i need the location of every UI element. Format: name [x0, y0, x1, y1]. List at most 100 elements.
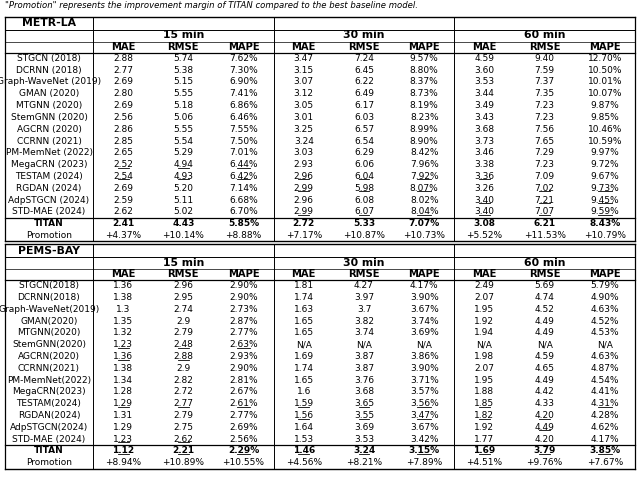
- Text: 6.49: 6.49: [354, 89, 374, 98]
- Text: 2.82: 2.82: [173, 375, 193, 385]
- Text: 6.08: 6.08: [354, 196, 374, 204]
- Text: MegaCRN(2023): MegaCRN(2023): [12, 388, 86, 396]
- Text: N/A: N/A: [597, 340, 613, 349]
- Text: 5.15: 5.15: [173, 78, 193, 86]
- Text: 1.53: 1.53: [294, 435, 314, 443]
- Text: 6.86%: 6.86%: [229, 101, 258, 110]
- Text: MAPE: MAPE: [589, 42, 621, 52]
- Text: 4.17%: 4.17%: [591, 435, 620, 443]
- Text: 2.29%: 2.29%: [228, 446, 259, 455]
- Text: 1.28: 1.28: [113, 388, 133, 396]
- Text: 10.59%: 10.59%: [588, 136, 622, 146]
- Text: 2.95: 2.95: [173, 293, 193, 302]
- Text: 1.81: 1.81: [294, 281, 314, 290]
- Text: TESTAM(2024): TESTAM(2024): [17, 399, 81, 408]
- Text: 1.12: 1.12: [112, 446, 134, 455]
- Text: 3.38: 3.38: [474, 160, 495, 169]
- Text: 1.69: 1.69: [474, 446, 495, 455]
- Text: 4.74: 4.74: [535, 293, 555, 302]
- Text: 7.30%: 7.30%: [229, 66, 258, 75]
- Text: 8.23%: 8.23%: [410, 113, 438, 122]
- Text: 4.20: 4.20: [535, 411, 555, 420]
- Text: 4.20: 4.20: [535, 435, 555, 443]
- Text: 3.87: 3.87: [354, 352, 374, 361]
- Text: AGCRN(2020): AGCRN(2020): [18, 352, 80, 361]
- Text: 3.15: 3.15: [294, 66, 314, 75]
- Text: 8.90%: 8.90%: [410, 136, 438, 146]
- Text: 1.23: 1.23: [113, 435, 133, 443]
- Text: +10.14%: +10.14%: [163, 231, 204, 240]
- Text: +10.73%: +10.73%: [403, 231, 445, 240]
- Text: 3.85%: 3.85%: [589, 446, 620, 455]
- Text: 4.52%: 4.52%: [591, 317, 619, 326]
- Text: RMSE: RMSE: [529, 269, 561, 279]
- Text: 6.57: 6.57: [354, 125, 374, 134]
- Text: 3.12: 3.12: [294, 89, 314, 98]
- Text: 12.70%: 12.70%: [588, 54, 622, 63]
- Text: 1.31: 1.31: [113, 411, 133, 420]
- Text: MAE: MAE: [292, 269, 316, 279]
- Text: 1.65: 1.65: [294, 328, 314, 337]
- Text: 4.42: 4.42: [535, 388, 554, 396]
- Text: 7.09: 7.09: [534, 172, 555, 181]
- Text: "Promotion" represents the improvement margin of TITAN compared to the best base: "Promotion" represents the improvement m…: [5, 0, 418, 10]
- Text: 7.62%: 7.62%: [229, 54, 258, 63]
- Text: 1.92: 1.92: [474, 423, 495, 432]
- Text: 2.72: 2.72: [292, 219, 315, 228]
- Text: 5.18: 5.18: [173, 101, 193, 110]
- Text: 7.24: 7.24: [354, 54, 374, 63]
- Text: 6.42%: 6.42%: [229, 172, 258, 181]
- Text: 4.63%: 4.63%: [591, 305, 620, 314]
- Text: 15 min: 15 min: [163, 30, 204, 40]
- Text: 4.59: 4.59: [474, 54, 495, 63]
- Text: 3.26: 3.26: [474, 184, 495, 193]
- Text: 3.73: 3.73: [474, 136, 495, 146]
- Text: STGCN(2018): STGCN(2018): [19, 281, 79, 290]
- Text: 1.64: 1.64: [294, 423, 314, 432]
- Text: GMAN (2020): GMAN (2020): [19, 89, 79, 98]
- Text: 1.85: 1.85: [474, 399, 495, 408]
- Text: +10.55%: +10.55%: [223, 458, 264, 467]
- Text: 9.67%: 9.67%: [591, 172, 620, 181]
- Text: 3.24: 3.24: [353, 446, 375, 455]
- Text: 2.9: 2.9: [176, 317, 191, 326]
- Text: 2.48: 2.48: [173, 340, 193, 349]
- Text: 2.69: 2.69: [113, 78, 133, 86]
- Text: 7.96%: 7.96%: [410, 160, 438, 169]
- Text: N/A: N/A: [416, 340, 432, 349]
- Text: PM-MemNet(2022): PM-MemNet(2022): [7, 375, 91, 385]
- Text: 7.59: 7.59: [534, 66, 555, 75]
- Text: 1.98: 1.98: [474, 352, 495, 361]
- Text: 2.90%: 2.90%: [229, 293, 258, 302]
- Text: PEMS-BAY: PEMS-BAY: [18, 245, 80, 255]
- Text: 6.70%: 6.70%: [229, 207, 258, 216]
- Text: MAPE: MAPE: [408, 269, 440, 279]
- Text: 10.07%: 10.07%: [588, 89, 622, 98]
- Text: 6.03: 6.03: [354, 113, 374, 122]
- Text: 5.20: 5.20: [173, 184, 193, 193]
- Text: 6.90%: 6.90%: [229, 78, 258, 86]
- Text: 3.90%: 3.90%: [410, 364, 438, 373]
- Text: 8.42%: 8.42%: [410, 148, 438, 157]
- Text: 4.62%: 4.62%: [591, 423, 619, 432]
- Text: 4.27: 4.27: [354, 281, 374, 290]
- Text: 7.07%: 7.07%: [408, 219, 440, 228]
- Text: RMSE: RMSE: [168, 42, 199, 52]
- Text: +4.51%: +4.51%: [467, 458, 502, 467]
- Text: 6.68%: 6.68%: [229, 196, 258, 204]
- Text: 7.56: 7.56: [534, 125, 555, 134]
- Text: METR-LA: METR-LA: [22, 18, 76, 28]
- Text: 2.93%: 2.93%: [229, 352, 258, 361]
- Text: 3.25: 3.25: [294, 125, 314, 134]
- Text: 3.24: 3.24: [294, 136, 314, 146]
- Text: 7.41%: 7.41%: [229, 89, 258, 98]
- Text: 7.37: 7.37: [534, 78, 555, 86]
- Text: Promotion: Promotion: [26, 231, 72, 240]
- Text: 2.9: 2.9: [176, 364, 191, 373]
- Text: 3.74%: 3.74%: [410, 317, 438, 326]
- Text: +8.21%: +8.21%: [346, 458, 382, 467]
- Text: 2.79: 2.79: [173, 411, 193, 420]
- Text: 2.99: 2.99: [294, 184, 314, 193]
- Text: 2.69%: 2.69%: [229, 423, 258, 432]
- Text: 2.61%: 2.61%: [229, 399, 258, 408]
